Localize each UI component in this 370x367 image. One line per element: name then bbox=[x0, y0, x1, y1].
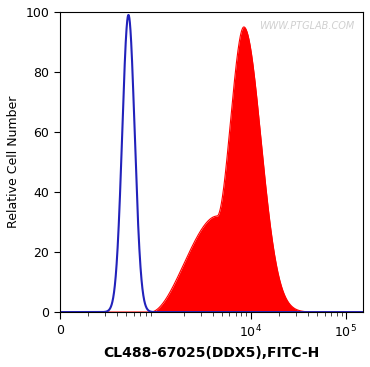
X-axis label: CL488-67025(DDX5),FITC-H: CL488-67025(DDX5),FITC-H bbox=[103, 346, 320, 360]
Text: WWW.PTGLAB.COM: WWW.PTGLAB.COM bbox=[259, 21, 354, 31]
Y-axis label: Relative Cell Number: Relative Cell Number bbox=[7, 96, 20, 228]
